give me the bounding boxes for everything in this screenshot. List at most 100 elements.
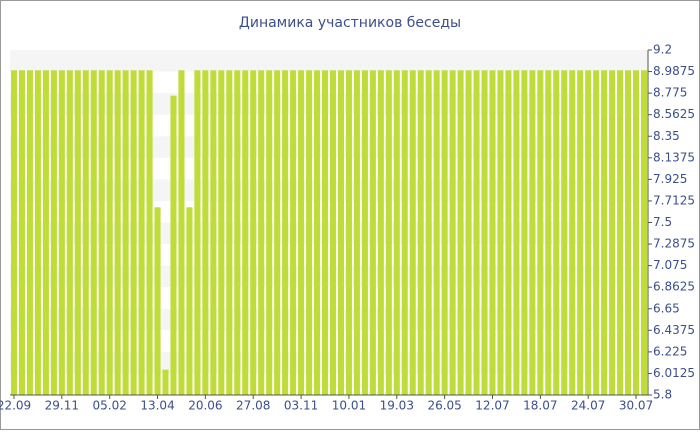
y-tick-label: 6.65 [653,301,680,315]
grid-band [10,222,648,245]
bar [521,70,528,395]
y-tick-label: 8.9875 [653,64,695,78]
y-tick-label: 9.2 [653,43,672,57]
bar [585,70,592,395]
grid-band [10,179,648,201]
y-tick-label: 8.5625 [653,107,695,121]
x-tick-label: 27.08 [236,399,270,413]
bar [361,70,368,395]
bar [10,70,18,395]
bar [385,70,392,395]
bar [98,70,105,395]
bar [154,207,161,395]
x-tick-label: 26.05 [427,399,461,413]
bar [601,70,608,395]
bar [282,70,289,395]
bar [306,70,313,395]
y-tick-label: 7.7125 [653,193,695,207]
bar [417,70,424,395]
bar [210,70,217,395]
bar [18,70,25,395]
x-tick-label: 30.07 [619,399,653,413]
bar [66,70,73,395]
x-tick-label: 20.06 [188,399,222,413]
y-tick-label: 7.925 [653,172,687,186]
grid-band [10,50,648,72]
bar [449,70,456,395]
bar [393,70,400,395]
bar [441,70,448,395]
bar [609,70,616,395]
bar [178,70,185,395]
bar [425,70,432,395]
bar [409,70,416,395]
bar [226,70,233,395]
bar [433,70,440,395]
bar [202,70,209,395]
y-tick-label: 7.5 [653,215,672,229]
bar [186,207,193,395]
bar [569,70,576,395]
bar [314,70,321,395]
bar [90,70,97,395]
x-tick-label: 05.02 [93,399,127,413]
bar [114,70,121,395]
y-tick-label: 8.775 [653,86,687,100]
y-tick-label: 7.075 [653,258,687,272]
x-tick-label: 03.11 [284,399,318,413]
y-tick-label: 6.4375 [653,323,695,337]
y-tick-label: 8.35 [653,129,680,143]
bar [369,70,376,395]
bar [298,70,305,395]
bar [74,70,81,395]
bar [625,70,632,395]
grid-band [10,93,648,115]
grid-band [10,136,648,158]
bar [170,95,177,395]
bar [242,70,249,395]
x-tick-label: 18.07 [523,399,557,413]
y-tick-label: 6.0125 [653,366,695,380]
bar [321,70,329,395]
y-tick-label: 5.8 [653,388,672,402]
bar [34,70,41,395]
bar [130,70,137,395]
bar [497,70,504,395]
bar [106,70,113,395]
bar [537,70,544,395]
bar [561,70,568,395]
bar [481,70,488,395]
bar [138,70,145,395]
grid-band [10,351,648,374]
bar [50,70,57,395]
bar [617,70,624,395]
bar [266,70,273,395]
grid-band [10,265,648,288]
bar [162,369,169,395]
x-tick-label: 10.01 [332,399,366,413]
bar [122,70,129,395]
bar [337,70,344,395]
bar [513,70,520,395]
bar [42,70,49,395]
bar [640,70,648,395]
bar [401,70,408,395]
x-tick-label: 12.07 [475,399,509,413]
bar [633,70,640,395]
bar [250,70,257,395]
bar [353,70,360,395]
bar [505,70,512,395]
bar [345,70,352,395]
bar [593,70,600,395]
x-tick-label: 22.09 [0,399,31,413]
bar [58,70,65,395]
bar [577,70,584,395]
bar [258,70,265,395]
bar [457,70,464,395]
x-tick-label: 29.11 [45,399,79,413]
bar [545,70,552,395]
y-tick-label: 6.8625 [653,280,695,294]
bar [377,70,384,395]
x-tick-label: 13.04 [140,399,174,413]
